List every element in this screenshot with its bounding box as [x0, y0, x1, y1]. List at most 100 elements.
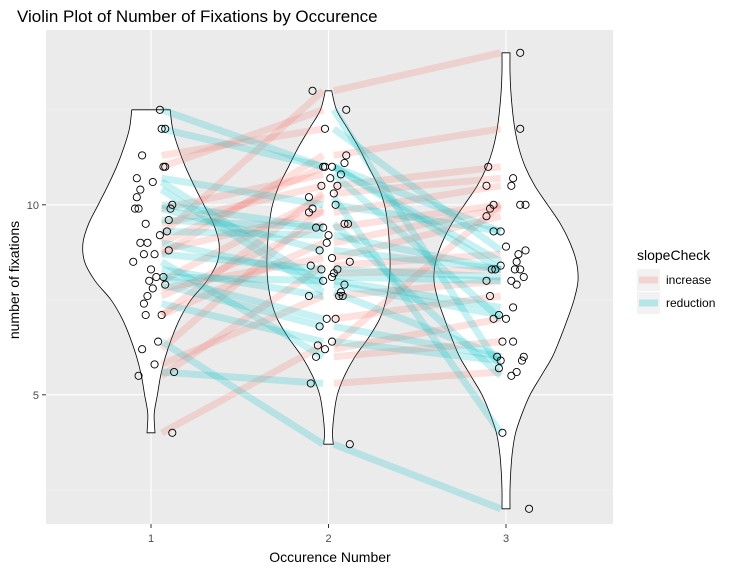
slope-line-reduction	[332, 163, 502, 235]
slope-line-reduction	[333, 246, 502, 273]
legend: slopeCheck increase reduction	[637, 247, 715, 314]
data-point	[336, 170, 345, 179]
data-point	[509, 337, 518, 346]
data-point	[150, 360, 159, 369]
slope-line-increase	[333, 292, 502, 323]
data-point	[519, 272, 528, 282]
violin-3	[433, 52, 579, 510]
legend-key-bg	[637, 292, 660, 314]
data-point	[308, 86, 317, 95]
data-point	[161, 162, 170, 171]
data-point	[157, 124, 166, 133]
slope-line-reduction	[332, 163, 503, 265]
violin-1	[82, 109, 220, 434]
slope-line-reduction	[330, 107, 504, 371]
slope-line-reduction	[333, 265, 501, 281]
slope-line-increase	[159, 190, 326, 318]
data-point	[306, 379, 315, 388]
slope-line-reduction	[159, 186, 326, 296]
slope-line-increase	[333, 250, 501, 270]
data-point	[148, 177, 157, 187]
data-point	[159, 272, 168, 282]
slope-line-reduction	[161, 201, 324, 232]
data-point	[525, 504, 534, 513]
slope-line-increase	[333, 265, 501, 277]
data-point	[155, 231, 164, 240]
data-point	[516, 48, 525, 57]
y-axis-title: number of fixations	[6, 221, 22, 339]
data-point	[484, 162, 493, 171]
slope-lines	[159, 49, 504, 513]
slope-line-reduction	[159, 179, 326, 288]
slope-line-reduction	[330, 195, 504, 435]
data-point	[498, 337, 507, 346]
data-point	[139, 299, 148, 308]
slope-line-increase	[333, 368, 501, 387]
data-point	[166, 204, 175, 213]
slope-line-increase	[333, 338, 501, 361]
data-point	[507, 371, 516, 380]
data-point	[145, 276, 154, 285]
slope-line-reduction	[333, 322, 502, 361]
data-point	[485, 291, 495, 301]
chart-title: Violin Plot of Number of Fixations by Oc…	[17, 7, 378, 26]
x-tick-label: 1	[148, 533, 154, 545]
data-point	[313, 341, 322, 350]
data-point	[517, 356, 527, 365]
slope-line-reduction	[160, 300, 324, 346]
y-tick-label: 10	[27, 200, 39, 212]
data-point	[516, 200, 525, 209]
data-point	[132, 193, 141, 202]
data-point	[154, 337, 163, 346]
slope-line-reduction	[333, 273, 501, 285]
slope-line-reduction	[333, 338, 502, 365]
data-point	[516, 265, 525, 274]
slope-line-increase	[333, 315, 502, 353]
data-point	[512, 367, 521, 377]
data-point	[509, 174, 518, 183]
data-point	[170, 367, 179, 377]
data-point	[136, 185, 145, 194]
slope-line-reduction	[333, 231, 502, 273]
data-point	[335, 291, 344, 301]
data-point	[516, 124, 525, 133]
slope-line-increase	[333, 201, 502, 232]
legend-label-reduction: reduction	[666, 296, 715, 310]
data-point	[319, 162, 328, 171]
slope-line-reduction	[332, 440, 502, 513]
data-point	[150, 250, 159, 259]
data-point	[134, 204, 143, 213]
slope-line-reduction	[331, 163, 503, 273]
data-point	[161, 124, 170, 133]
data-point	[507, 181, 516, 190]
slope-line-increase	[160, 220, 325, 300]
slope-line-reduction	[160, 239, 324, 281]
violin-2	[266, 90, 391, 445]
data-point	[304, 193, 314, 202]
slope-line-increase	[160, 239, 325, 319]
data-point	[320, 345, 330, 354]
slope-line-increase	[159, 152, 326, 258]
slope-line-reduction	[332, 288, 502, 361]
data-point	[155, 105, 164, 114]
data-point	[168, 200, 177, 209]
data-point	[322, 314, 331, 323]
y-axis-ticks: 5 10	[27, 200, 46, 402]
data-point	[134, 371, 143, 380]
slope-line-reduction	[331, 171, 503, 322]
data-point	[304, 291, 314, 301]
data-point	[139, 250, 148, 259]
slope-line-reduction	[159, 338, 326, 448]
slope-line-reduction	[331, 221, 504, 379]
slope-line-increase	[161, 254, 324, 292]
slope-line-reduction	[160, 273, 325, 323]
data-point	[162, 227, 172, 236]
slope-line-reduction	[161, 227, 324, 239]
data-point	[333, 265, 342, 274]
data-point	[507, 276, 516, 285]
slope-line-increase	[160, 163, 325, 246]
data-point	[340, 280, 349, 289]
data-point	[315, 246, 324, 255]
data-point	[317, 181, 326, 190]
